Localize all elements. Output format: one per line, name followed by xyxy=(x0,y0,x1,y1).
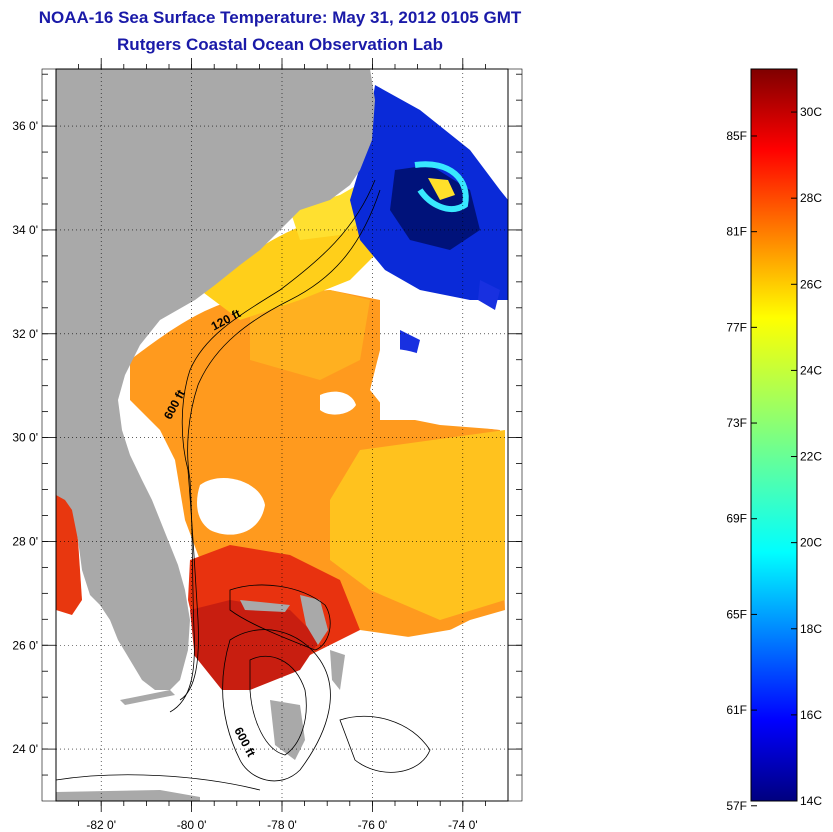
fahrenheit-tick-label: 85F xyxy=(726,129,747,143)
latitude-labels: 24 0' 26 0' 28 0' 30 0' 32 0' 34 0' 36 0' xyxy=(12,119,38,756)
contour-bahamas-bank-inner xyxy=(249,655,307,756)
colorbar-celsius-labels: 14C 16C 18C 20C 22C 24C 26C 28C 30C xyxy=(800,105,822,808)
celsius-tick-label: 26C xyxy=(800,277,822,291)
celsius-tick-label: 30C xyxy=(800,105,822,119)
bathymetry-contours xyxy=(56,179,431,791)
land-cuba xyxy=(56,790,200,801)
graticule xyxy=(56,69,508,801)
lat-tick-label: 28 0' xyxy=(12,534,38,548)
contour-120ft xyxy=(179,179,376,701)
fahrenheit-tick-label: 73F xyxy=(726,416,747,430)
sst-dark-red xyxy=(190,600,320,690)
celsius-tick-label: 14C xyxy=(800,794,822,808)
lon-tick-label: -82 0' xyxy=(86,818,116,832)
fahrenheit-tick-label: 61F xyxy=(726,703,747,717)
contour-shelf-edge xyxy=(56,774,261,791)
celsius-tick-label: 20C xyxy=(800,536,822,550)
fahrenheit-tick-label: 81F xyxy=(726,225,747,239)
sst-orange-pale xyxy=(250,290,370,380)
colorbar-fahrenheit-labels: 57F 61F 65F 69F 73F 77F 81F 85F xyxy=(726,129,747,813)
fahrenheit-tick-label: 77F xyxy=(726,320,747,334)
longitude-labels: -82 0' -80 0' -78 0' -76 0' -74 0' xyxy=(86,818,477,832)
land xyxy=(56,69,375,801)
map-title: NOAA-16 Sea Surface Temperature: May 31,… xyxy=(38,8,522,27)
contour-little-bahama xyxy=(229,584,331,651)
sst-field xyxy=(56,85,508,690)
land-florida-keys xyxy=(120,690,175,705)
celsius-tick-label: 24C xyxy=(800,363,822,377)
land-southeast-us xyxy=(56,69,375,690)
lat-tick-label: 32 0' xyxy=(12,327,38,341)
lon-tick-label: -74 0' xyxy=(448,818,478,832)
map-tick-marks xyxy=(42,58,522,812)
contour-south-bank xyxy=(339,715,431,773)
fahrenheit-tick-label: 65F xyxy=(726,607,747,621)
lon-tick-label: -76 0' xyxy=(358,818,388,832)
land-bahamas-grand xyxy=(240,600,290,612)
land-andros xyxy=(270,700,305,760)
celsius-tick-label: 22C xyxy=(800,450,822,464)
lat-tick-label: 30 0' xyxy=(12,431,38,445)
contour-600ft xyxy=(169,189,381,713)
fahrenheit-tick-label: 69F xyxy=(726,512,747,526)
celsius-tick-label: 28C xyxy=(800,191,822,205)
celsius-tick-label: 18C xyxy=(800,622,822,636)
lat-tick-label: 36 0' xyxy=(12,119,38,133)
contour-bahamas-bank xyxy=(222,629,331,782)
fahrenheit-tick-label: 57F xyxy=(726,799,747,813)
land-bahamas-abaco xyxy=(300,595,328,645)
celsius-tick-label: 16C xyxy=(800,708,822,722)
sst-yellow-core xyxy=(428,178,455,200)
map-subtitle: Rutgers Coastal Ocean Observation Lab xyxy=(117,35,443,54)
lat-tick-label: 34 0' xyxy=(12,223,38,237)
colorbar-tick-marks xyxy=(751,111,797,807)
lat-tick-label: 24 0' xyxy=(12,742,38,756)
colorbar xyxy=(750,68,798,802)
sst-cyan-ring xyxy=(414,161,469,212)
lon-tick-label: -80 0' xyxy=(177,818,207,832)
lon-tick-label: -78 0' xyxy=(267,818,297,832)
lat-tick-label: 26 0' xyxy=(12,638,38,652)
land-eleuthera xyxy=(330,650,345,690)
sst-yellow-east xyxy=(330,430,505,620)
